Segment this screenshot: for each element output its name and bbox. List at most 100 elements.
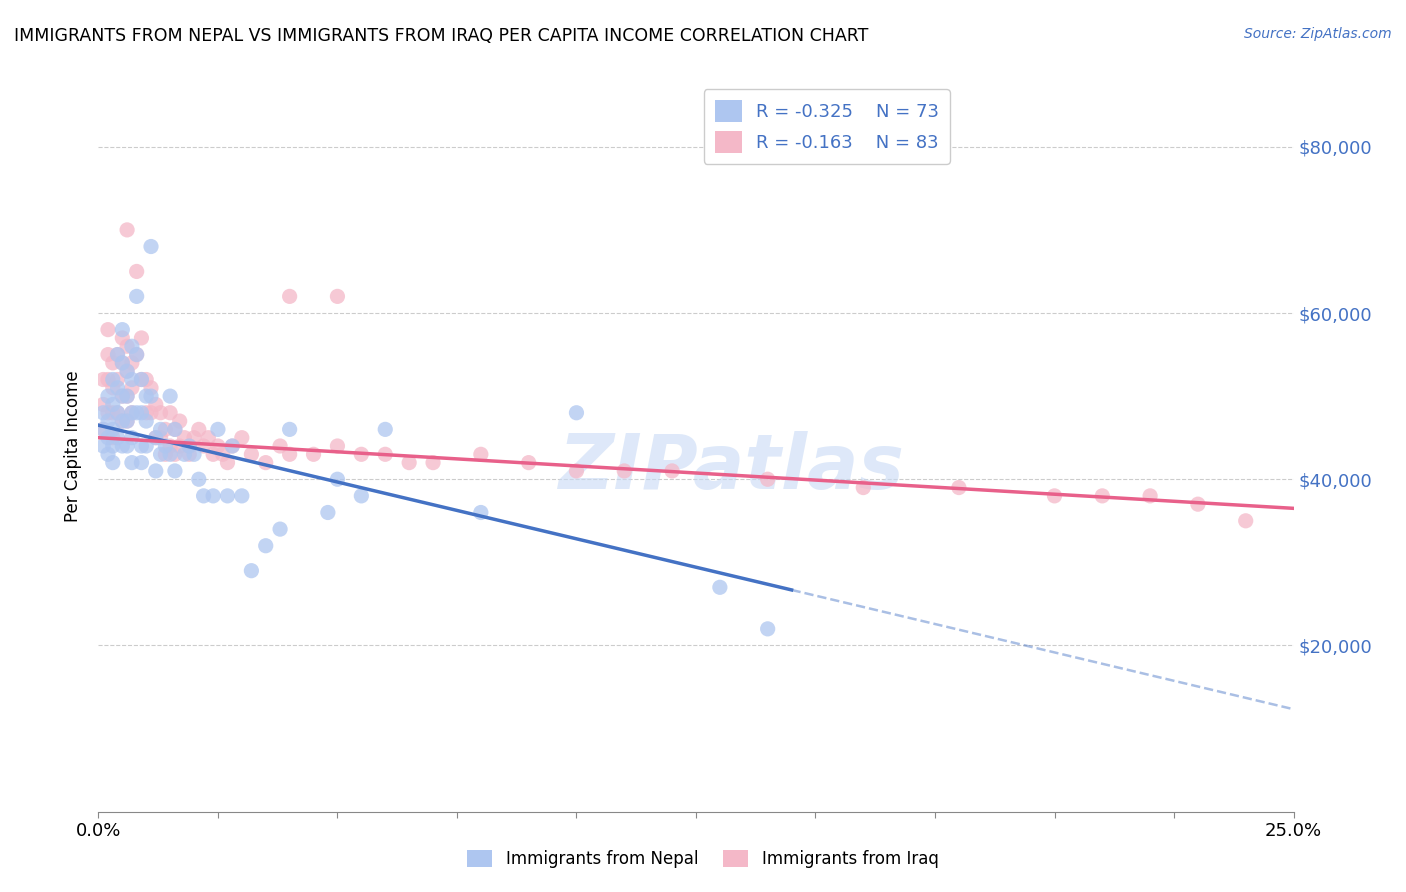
Point <box>107 372 129 386</box>
Point <box>221 439 243 453</box>
Point <box>135 439 157 453</box>
Point <box>470 447 492 461</box>
Point <box>97 414 120 428</box>
Point <box>97 347 120 362</box>
Point <box>91 372 114 386</box>
Point <box>91 397 114 411</box>
Point <box>91 406 114 420</box>
Point <box>517 456 540 470</box>
Text: IMMIGRANTS FROM NEPAL VS IMMIGRANTS FROM IRAQ PER CAPITA INCOME CORRELATION CHAR: IMMIGRANTS FROM NEPAL VS IMMIGRANTS FROM… <box>14 27 869 45</box>
Point <box>121 406 143 420</box>
Point <box>565 464 588 478</box>
Point <box>159 447 181 461</box>
Point <box>350 489 373 503</box>
Point <box>131 439 153 453</box>
Point <box>756 622 779 636</box>
Point <box>145 431 167 445</box>
Point <box>183 431 205 445</box>
Point <box>101 397 124 411</box>
Point <box>155 447 177 461</box>
Point <box>97 447 120 461</box>
Point <box>231 489 253 503</box>
Point <box>179 439 201 453</box>
Point <box>231 431 253 445</box>
Point <box>111 356 134 370</box>
Point <box>101 381 124 395</box>
Point <box>111 439 134 453</box>
Point <box>91 422 114 436</box>
Point <box>115 339 138 353</box>
Point <box>121 356 143 370</box>
Point <box>115 414 138 428</box>
Point <box>115 389 138 403</box>
Point <box>202 489 225 503</box>
Point <box>111 414 134 428</box>
Point <box>278 289 301 303</box>
Point <box>187 422 209 436</box>
Point <box>149 422 172 436</box>
Point <box>131 331 153 345</box>
Point <box>135 389 157 403</box>
Point <box>107 347 129 362</box>
Point <box>163 464 186 478</box>
Point <box>254 539 277 553</box>
Point <box>169 439 191 453</box>
Point <box>121 339 143 353</box>
Point <box>101 422 124 436</box>
Point <box>145 431 167 445</box>
Point <box>398 456 420 470</box>
Point <box>422 456 444 470</box>
Point <box>173 447 195 461</box>
Point <box>125 406 148 420</box>
Point <box>107 406 129 420</box>
Point <box>159 389 181 403</box>
Point <box>97 389 120 403</box>
Point <box>91 439 114 453</box>
Point <box>149 447 172 461</box>
Point <box>97 372 120 386</box>
Point <box>326 472 349 486</box>
Point <box>111 389 134 403</box>
Text: Source: ZipAtlas.com: Source: ZipAtlas.com <box>1244 27 1392 41</box>
Point <box>111 414 134 428</box>
Point <box>202 447 225 461</box>
Point <box>207 439 229 453</box>
Point <box>107 431 129 445</box>
Point <box>115 223 138 237</box>
Y-axis label: Per Capita Income: Per Capita Income <box>65 370 83 522</box>
Point <box>139 389 162 403</box>
Point <box>217 489 239 503</box>
Point <box>852 481 875 495</box>
Point <box>139 381 162 395</box>
Point <box>221 439 243 453</box>
Point <box>149 406 172 420</box>
Point <box>193 439 215 453</box>
Point <box>121 456 143 470</box>
Point <box>169 414 191 428</box>
Point <box>278 422 301 436</box>
Point <box>145 397 167 411</box>
Point <box>1187 497 1209 511</box>
Point <box>101 356 124 370</box>
Point <box>470 506 492 520</box>
Point <box>115 439 138 453</box>
Point <box>948 481 970 495</box>
Point <box>131 372 153 386</box>
Point <box>125 289 148 303</box>
Point <box>179 439 201 453</box>
Point <box>125 347 148 362</box>
Point <box>111 323 134 337</box>
Point <box>107 381 129 395</box>
Point <box>350 447 373 461</box>
Point <box>240 447 263 461</box>
Point <box>183 447 205 461</box>
Point <box>107 347 129 362</box>
Point <box>139 239 162 253</box>
Point <box>101 456 124 470</box>
Point <box>326 439 349 453</box>
Point <box>1139 489 1161 503</box>
Point <box>159 439 181 453</box>
Point <box>756 472 779 486</box>
Point <box>107 406 129 420</box>
Point <box>159 406 181 420</box>
